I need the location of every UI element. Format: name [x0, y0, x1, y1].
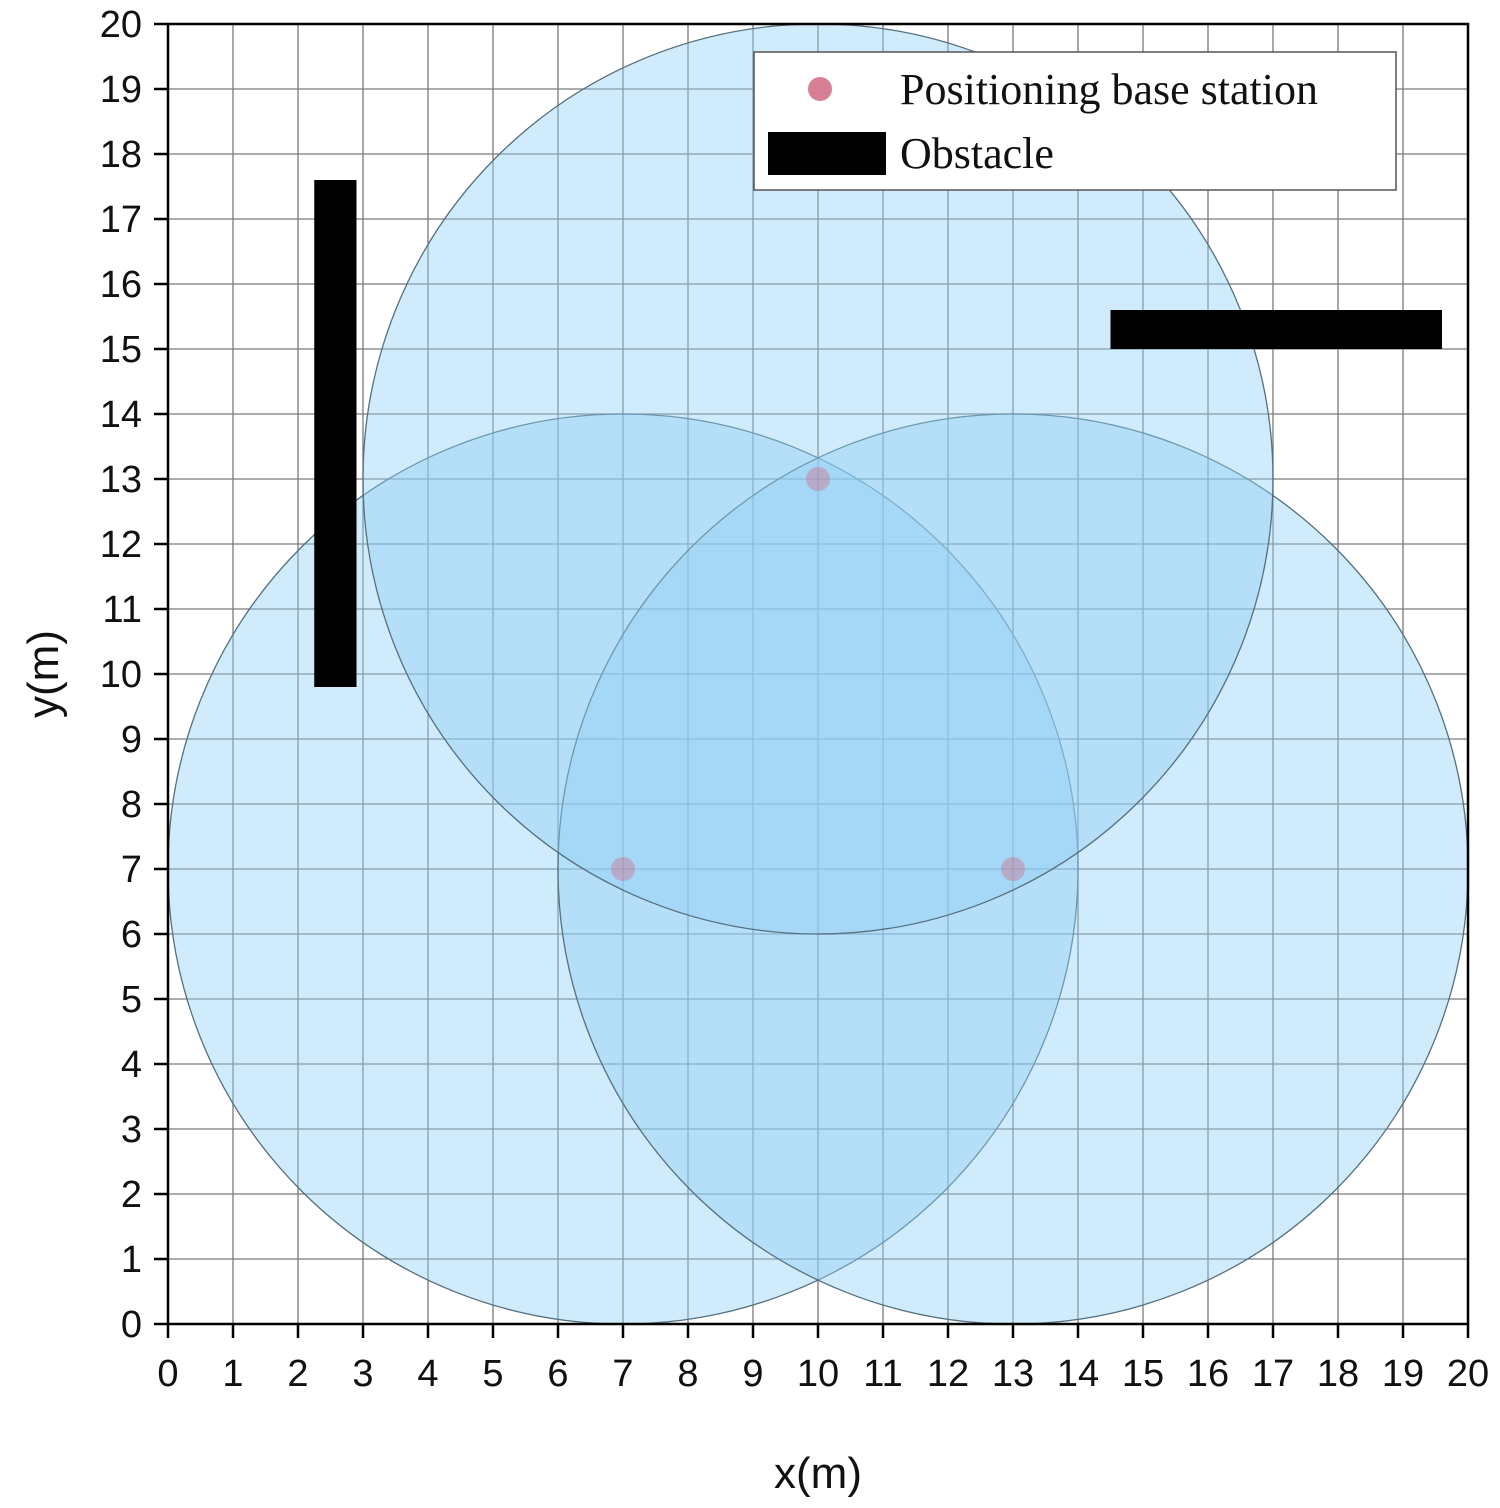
- x-tick-label: 4: [417, 1353, 438, 1395]
- grid: [167, 23, 1469, 1325]
- x-tick-label: 7: [612, 1353, 633, 1395]
- legend-obstacle-marker: [768, 132, 886, 175]
- x-tick-label: 1: [222, 1353, 243, 1395]
- x-tick-label: 15: [1122, 1353, 1164, 1395]
- x-tick-label: 18: [1317, 1353, 1359, 1395]
- y-tick-label: 18: [100, 134, 142, 176]
- y-tick-label: 20: [100, 4, 142, 46]
- y-tick-label: 12: [100, 524, 142, 566]
- y-axis-label: y(m): [19, 630, 68, 718]
- y-tick-label: 11: [103, 589, 142, 631]
- base-station-point: [1001, 857, 1025, 881]
- y-tick-label: 0: [121, 1304, 142, 1346]
- y-tick-label: 15: [100, 329, 142, 371]
- base-stations: [611, 467, 1025, 881]
- obstacle: [1110, 310, 1442, 349]
- y-tick-label: 1: [121, 1239, 142, 1281]
- x-tick-label: 20: [1447, 1353, 1489, 1395]
- base-station-point: [806, 467, 830, 491]
- legend-station-marker: [808, 77, 832, 101]
- y-tick-label: 3: [121, 1109, 142, 1151]
- y-tick-label: 2: [121, 1174, 142, 1216]
- axes: 0 1 2 3 4 5 6 7 8 9 10 11 12 13 14 15 16 17 18 19 2001234567…: [100, 4, 1489, 1395]
- legend: Positioning base station Obstacle: [753, 51, 1397, 191]
- coverage-circles: [167, 23, 1469, 1325]
- base-station-point: [611, 857, 635, 881]
- x-tick-label: 16: [1187, 1353, 1229, 1395]
- y-tick-label: 9: [121, 719, 142, 761]
- x-tick-label: 17: [1252, 1353, 1294, 1395]
- legend-station-label: Positioning base station: [900, 65, 1318, 114]
- x-tick-label: 6: [547, 1353, 568, 1395]
- x-tick-label: 3: [352, 1353, 373, 1395]
- legend-obstacle-label: Obstacle: [900, 129, 1054, 178]
- x-tick-label: 12: [927, 1353, 969, 1395]
- y-tick-label: 13: [100, 459, 142, 501]
- obstacles: [314, 180, 1442, 687]
- x-tick-label: 2: [287, 1353, 308, 1395]
- y-tick-label: 6: [121, 914, 142, 956]
- y-tick-label: 14: [100, 394, 142, 436]
- x-tick-label: 14: [1057, 1353, 1099, 1395]
- x-tick-label: 13: [992, 1353, 1034, 1395]
- obstacle: [314, 180, 357, 687]
- y-tick-label: 19: [100, 69, 142, 111]
- x-tick-label: 0: [157, 1353, 178, 1395]
- y-tick-label: 7: [121, 849, 142, 891]
- y-tick-label: 16: [100, 264, 142, 306]
- y-tick-label: 8: [121, 784, 142, 826]
- x-tick-label: 9: [742, 1353, 763, 1395]
- x-tick-label: 11: [863, 1353, 902, 1395]
- x-tick-label: 10: [797, 1353, 839, 1395]
- y-tick-label: 17: [100, 199, 142, 241]
- x-tick-label: 19: [1382, 1353, 1424, 1395]
- y-tick-label: 10: [100, 654, 142, 696]
- x-tick-label: 5: [482, 1353, 503, 1395]
- x-axis-label: x(m): [774, 1449, 862, 1498]
- x-tick-label: 8: [677, 1353, 698, 1395]
- y-tick-label: 4: [121, 1044, 142, 1086]
- y-tick-label: 5: [121, 979, 142, 1021]
